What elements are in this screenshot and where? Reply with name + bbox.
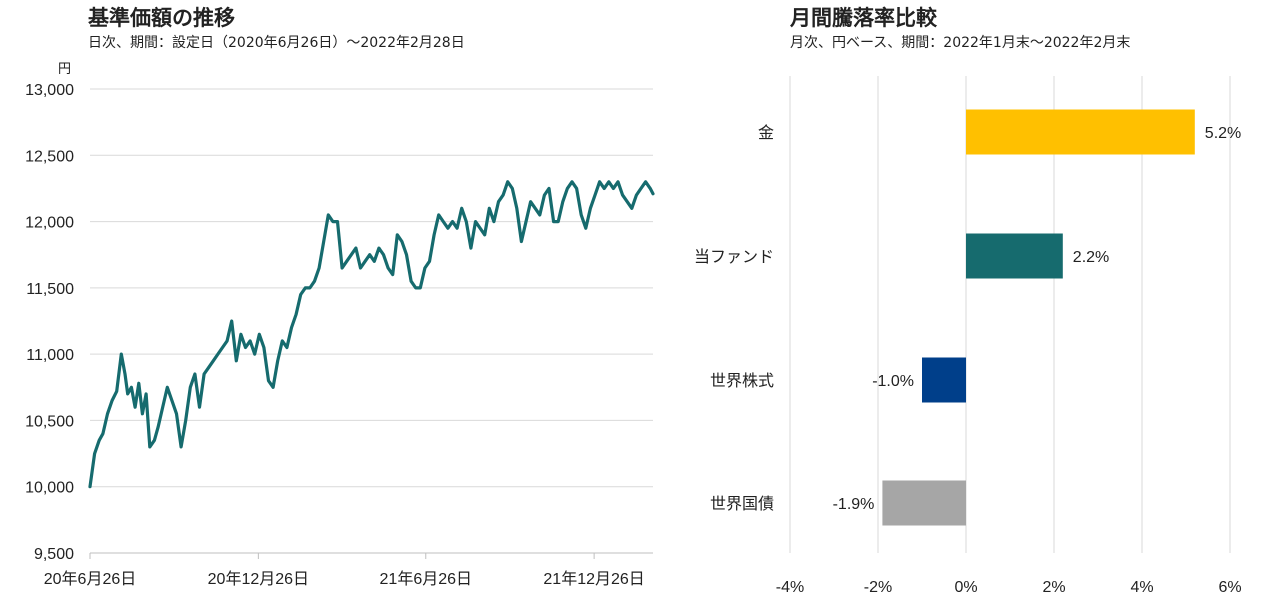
line-chart-subtitle: 日次、期間：設定日（2020年6月26日）～2022年2月28日 bbox=[88, 35, 465, 51]
bar-chart-title: 月間騰落率比較 bbox=[790, 6, 937, 30]
line-chart-title: 基準価額の推移 bbox=[88, 6, 235, 30]
y-tick-label: 13,000 bbox=[25, 82, 74, 99]
bar-value-label: 2.2% bbox=[1073, 249, 1109, 266]
bar-x-tick-label: 4% bbox=[1130, 579, 1153, 596]
bar-x-tick-label: 0% bbox=[954, 579, 977, 596]
bar-value-label: -1.0% bbox=[872, 373, 914, 390]
bar bbox=[966, 233, 1063, 279]
bar bbox=[922, 357, 966, 403]
bar-category-label: 金 bbox=[758, 124, 774, 142]
y-tick-label: 9,500 bbox=[34, 546, 74, 563]
y-tick-label: 12,000 bbox=[25, 215, 74, 232]
bar-value-label: -1.9% bbox=[833, 496, 875, 513]
bar-category-label: 世界国債 bbox=[710, 495, 774, 513]
y-axis-unit: 円 bbox=[58, 61, 71, 76]
bar-chart-subtitle: 月次、円ベース、期間：2022年1月末～2022年2月末 bbox=[790, 35, 1131, 51]
y-tick-label: 11,500 bbox=[26, 281, 74, 298]
bar-category-label: 世界株式 bbox=[710, 372, 774, 390]
bar-x-tick-label: -2% bbox=[864, 579, 892, 596]
y-tick-label: 10,500 bbox=[25, 413, 74, 430]
bar-category-label: 当ファンド bbox=[694, 248, 774, 266]
bar-x-tick-label: -4% bbox=[776, 579, 804, 596]
x-tick-label: 21年6月26日 bbox=[380, 570, 473, 588]
bar bbox=[882, 480, 966, 526]
bar-x-tick-label: 6% bbox=[1218, 579, 1241, 596]
bar bbox=[966, 109, 1195, 155]
y-tick-label: 10,000 bbox=[25, 480, 74, 497]
y-tick-label: 11,000 bbox=[26, 347, 74, 364]
y-tick-label: 12,500 bbox=[25, 148, 74, 165]
x-tick-label: 21年12月26日 bbox=[543, 570, 644, 588]
x-tick-label: 20年12月26日 bbox=[208, 570, 309, 588]
bar-x-tick-label: 2% bbox=[1042, 579, 1065, 596]
x-tick-label: 20年6月26日 bbox=[44, 570, 137, 588]
nav-line bbox=[88, 180, 655, 489]
bar-value-label: 5.2% bbox=[1205, 125, 1241, 142]
